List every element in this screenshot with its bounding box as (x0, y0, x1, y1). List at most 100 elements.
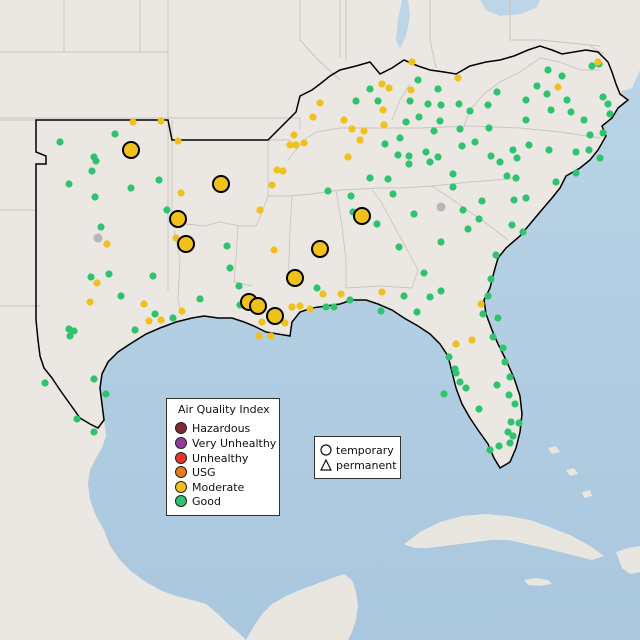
good-site-marker[interactable] (430, 127, 438, 135)
good-site-marker[interactable] (366, 85, 374, 93)
good-site-marker[interactable] (586, 131, 594, 139)
good-site-marker[interactable] (507, 418, 515, 426)
moderate-site-marker[interactable] (378, 288, 386, 296)
moderate-site-marker[interactable] (258, 318, 266, 326)
good-site-marker[interactable] (56, 138, 64, 146)
good-site-marker[interactable] (509, 432, 517, 440)
good-site-marker[interactable] (456, 125, 464, 133)
good-site-marker[interactable] (73, 415, 81, 423)
good-site-marker[interactable] (422, 148, 430, 156)
good-site-marker[interactable] (41, 379, 49, 387)
moderate-site-marker[interactable] (554, 83, 562, 91)
good-site-marker[interactable] (352, 97, 360, 105)
large-moderate-site-marker[interactable] (177, 235, 195, 253)
good-site-marker[interactable] (599, 129, 607, 137)
good-site-marker[interactable] (117, 292, 125, 300)
moderate-site-marker[interactable] (380, 121, 388, 129)
moderate-site-marker[interactable] (177, 189, 185, 197)
large-moderate-site-marker[interactable] (212, 175, 230, 193)
good-site-marker[interactable] (552, 178, 560, 186)
good-site-marker[interactable] (322, 303, 330, 311)
good-site-marker[interactable] (235, 282, 243, 290)
good-site-marker[interactable] (486, 446, 494, 454)
moderate-site-marker[interactable] (174, 137, 182, 145)
good-site-marker[interactable] (458, 142, 466, 150)
good-site-marker[interactable] (377, 307, 385, 315)
good-site-marker[interactable] (434, 153, 442, 161)
good-site-marker[interactable] (604, 100, 612, 108)
good-site-marker[interactable] (151, 310, 159, 318)
good-site-marker[interactable] (90, 428, 98, 436)
moderate-site-marker[interactable] (140, 300, 148, 308)
moderate-site-marker[interactable] (281, 319, 289, 327)
good-site-marker[interactable] (415, 113, 423, 121)
good-site-marker[interactable] (484, 101, 492, 109)
good-site-marker[interactable] (149, 272, 157, 280)
good-site-marker[interactable] (596, 154, 604, 162)
good-site-marker[interactable] (484, 292, 492, 300)
large-moderate-site-marker[interactable] (286, 269, 304, 287)
moderate-site-marker[interactable] (273, 166, 281, 174)
good-site-marker[interactable] (513, 154, 521, 162)
good-site-marker[interactable] (127, 184, 135, 192)
moderate-site-marker[interactable] (594, 58, 602, 66)
good-site-marker[interactable] (511, 400, 519, 408)
good-site-marker[interactable] (91, 193, 99, 201)
no-data-site-marker[interactable] (436, 202, 446, 212)
good-site-marker[interactable] (402, 118, 410, 126)
good-site-marker[interactable] (485, 124, 493, 132)
moderate-site-marker[interactable] (255, 332, 263, 340)
moderate-site-marker[interactable] (454, 74, 462, 82)
good-site-marker[interactable] (449, 183, 457, 191)
good-site-marker[interactable] (424, 100, 432, 108)
moderate-site-marker[interactable] (292, 141, 300, 149)
moderate-site-marker[interactable] (407, 86, 415, 94)
moderate-site-marker[interactable] (360, 127, 368, 135)
good-site-marker[interactable] (509, 146, 517, 154)
good-site-marker[interactable] (475, 405, 483, 413)
moderate-site-marker[interactable] (267, 332, 275, 340)
large-moderate-site-marker[interactable] (353, 207, 371, 225)
good-site-marker[interactable] (449, 170, 457, 178)
moderate-site-marker[interactable] (385, 84, 393, 92)
good-site-marker[interactable] (196, 295, 204, 303)
good-site-marker[interactable] (87, 273, 95, 281)
good-site-marker[interactable] (567, 108, 575, 116)
good-site-marker[interactable] (515, 419, 523, 427)
moderate-site-marker[interactable] (348, 125, 356, 133)
good-site-marker[interactable] (111, 130, 119, 138)
good-site-marker[interactable] (420, 269, 428, 277)
good-site-marker[interactable] (572, 169, 580, 177)
good-site-marker[interactable] (437, 101, 445, 109)
moderate-site-marker[interactable] (309, 113, 317, 121)
moderate-site-marker[interactable] (86, 298, 94, 306)
good-site-marker[interactable] (599, 93, 607, 101)
moderate-site-marker[interactable] (157, 316, 165, 324)
good-site-marker[interactable] (406, 97, 414, 105)
good-site-marker[interactable] (572, 148, 580, 156)
good-site-marker[interactable] (493, 88, 501, 96)
good-site-marker[interactable] (405, 152, 413, 160)
moderate-site-marker[interactable] (145, 317, 153, 325)
good-site-marker[interactable] (475, 215, 483, 223)
good-site-marker[interactable] (496, 158, 504, 166)
good-site-marker[interactable] (464, 225, 472, 233)
moderate-site-marker[interactable] (103, 240, 111, 248)
moderate-site-marker[interactable] (157, 117, 165, 125)
good-site-marker[interactable] (522, 116, 530, 124)
good-site-marker[interactable] (543, 90, 551, 98)
moderate-site-marker[interactable] (93, 279, 101, 287)
good-site-marker[interactable] (606, 110, 614, 118)
good-site-marker[interactable] (330, 303, 338, 311)
good-site-marker[interactable] (522, 194, 530, 202)
good-site-marker[interactable] (395, 243, 403, 251)
good-site-marker[interactable] (169, 314, 177, 322)
moderate-site-marker[interactable] (286, 141, 294, 149)
good-site-marker[interactable] (522, 96, 530, 104)
good-site-marker[interactable] (374, 97, 382, 105)
good-site-marker[interactable] (381, 140, 389, 148)
moderate-site-marker[interactable] (340, 116, 348, 124)
good-site-marker[interactable] (563, 96, 571, 104)
good-site-marker[interactable] (492, 251, 500, 259)
good-site-marker[interactable] (405, 160, 413, 168)
